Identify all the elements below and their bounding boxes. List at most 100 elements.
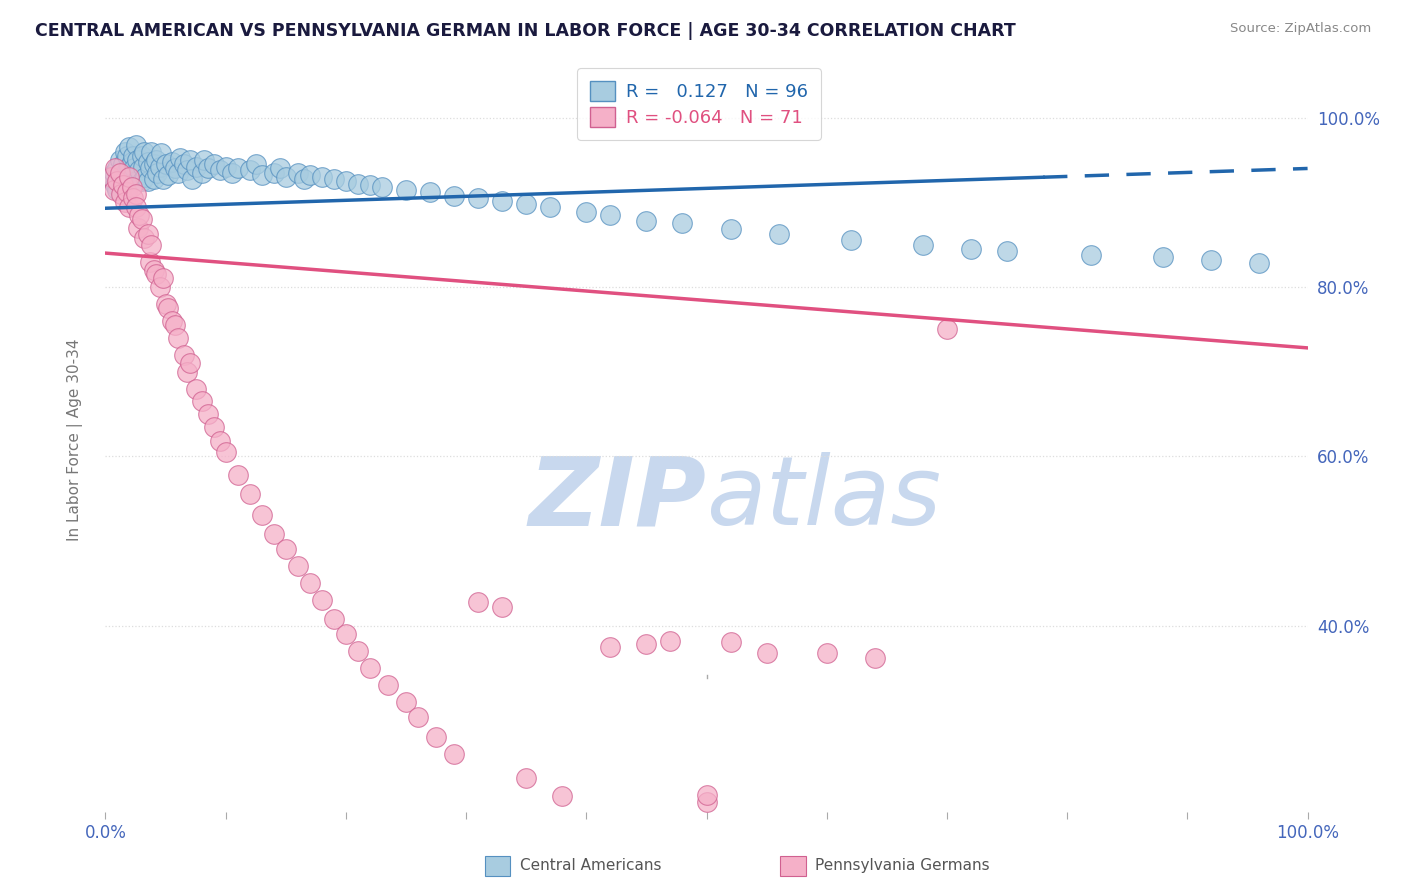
Point bbox=[104, 161, 127, 176]
Point bbox=[960, 242, 983, 256]
Point bbox=[121, 168, 143, 182]
Point bbox=[184, 382, 207, 396]
Point bbox=[214, 445, 236, 459]
Point bbox=[347, 644, 370, 658]
Point bbox=[115, 163, 138, 178]
Point bbox=[193, 153, 215, 167]
Point bbox=[226, 161, 249, 176]
Point bbox=[190, 394, 212, 409]
Point bbox=[274, 542, 297, 557]
Point bbox=[124, 200, 146, 214]
Text: ZIP: ZIP bbox=[529, 452, 707, 545]
Point bbox=[755, 646, 778, 660]
Point bbox=[118, 174, 141, 188]
Point bbox=[118, 169, 141, 184]
Point bbox=[124, 137, 146, 152]
Point bbox=[166, 166, 188, 180]
Point bbox=[371, 180, 394, 194]
Point bbox=[911, 237, 934, 252]
Point bbox=[103, 166, 125, 180]
Point bbox=[636, 214, 658, 228]
Point bbox=[425, 730, 447, 744]
Point bbox=[298, 576, 321, 591]
Point bbox=[115, 149, 138, 163]
Point bbox=[110, 174, 132, 188]
Point bbox=[139, 237, 162, 252]
Point bbox=[1152, 250, 1174, 264]
Point bbox=[131, 212, 153, 227]
Point bbox=[263, 166, 285, 180]
Point bbox=[311, 169, 333, 184]
Point bbox=[132, 231, 155, 245]
Point bbox=[149, 146, 172, 161]
Point bbox=[128, 208, 150, 222]
Point bbox=[551, 789, 574, 804]
Point bbox=[156, 301, 179, 315]
Legend: R =   0.127   N = 96, R = -0.064   N = 71: R = 0.127 N = 96, R = -0.064 N = 71 bbox=[578, 69, 821, 140]
Point bbox=[107, 161, 129, 176]
Point bbox=[335, 174, 357, 188]
Point bbox=[936, 322, 959, 336]
Text: atlas: atlas bbox=[707, 452, 942, 545]
Point bbox=[395, 183, 418, 197]
Point bbox=[115, 185, 138, 199]
Point bbox=[347, 177, 370, 191]
Point bbox=[160, 154, 183, 169]
Point bbox=[839, 234, 862, 248]
Point bbox=[104, 178, 127, 193]
Point bbox=[124, 174, 146, 188]
Point bbox=[720, 635, 742, 649]
Point bbox=[515, 197, 537, 211]
Point bbox=[142, 171, 165, 186]
Text: Pennsylvania Germans: Pennsylvania Germans bbox=[815, 858, 990, 872]
Point bbox=[145, 267, 167, 281]
Point bbox=[197, 407, 219, 421]
Point bbox=[491, 599, 513, 614]
Point bbox=[179, 356, 201, 370]
Point bbox=[863, 650, 886, 665]
Point bbox=[107, 183, 129, 197]
Point bbox=[287, 559, 309, 574]
Point bbox=[696, 788, 718, 802]
Point bbox=[406, 710, 429, 724]
Y-axis label: In Labor Force | Age 30-34: In Labor Force | Age 30-34 bbox=[66, 338, 83, 541]
Point bbox=[132, 145, 155, 159]
Point bbox=[1080, 248, 1102, 262]
Point bbox=[575, 205, 598, 219]
Point bbox=[1201, 252, 1223, 267]
Point bbox=[239, 487, 262, 501]
Point bbox=[139, 161, 162, 176]
Point bbox=[202, 157, 225, 171]
Point bbox=[202, 419, 225, 434]
Point bbox=[165, 318, 187, 332]
Point bbox=[287, 166, 309, 180]
Point bbox=[139, 145, 162, 159]
Point bbox=[659, 633, 682, 648]
Text: CENTRAL AMERICAN VS PENNSYLVANIA GERMAN IN LABOR FORCE | AGE 30-34 CORRELATION C: CENTRAL AMERICAN VS PENNSYLVANIA GERMAN … bbox=[35, 22, 1017, 40]
Point bbox=[190, 166, 212, 180]
Point bbox=[169, 151, 191, 165]
Point bbox=[311, 593, 333, 607]
Point bbox=[100, 169, 122, 184]
Point bbox=[359, 661, 381, 675]
Point bbox=[118, 200, 141, 214]
Point bbox=[322, 612, 344, 626]
Point bbox=[1249, 256, 1271, 270]
Point bbox=[108, 166, 131, 180]
Point bbox=[155, 157, 177, 171]
Point bbox=[335, 627, 357, 641]
Point bbox=[108, 153, 131, 167]
Point bbox=[214, 160, 236, 174]
Text: Central Americans: Central Americans bbox=[520, 858, 662, 872]
Point bbox=[122, 191, 145, 205]
Point bbox=[145, 153, 167, 167]
Point bbox=[636, 637, 658, 651]
Point bbox=[110, 186, 132, 201]
Point bbox=[142, 263, 165, 277]
Point bbox=[155, 297, 177, 311]
Point bbox=[148, 160, 170, 174]
Point bbox=[274, 169, 297, 184]
Point bbox=[443, 747, 465, 761]
Point bbox=[115, 183, 138, 197]
Point bbox=[768, 227, 790, 242]
